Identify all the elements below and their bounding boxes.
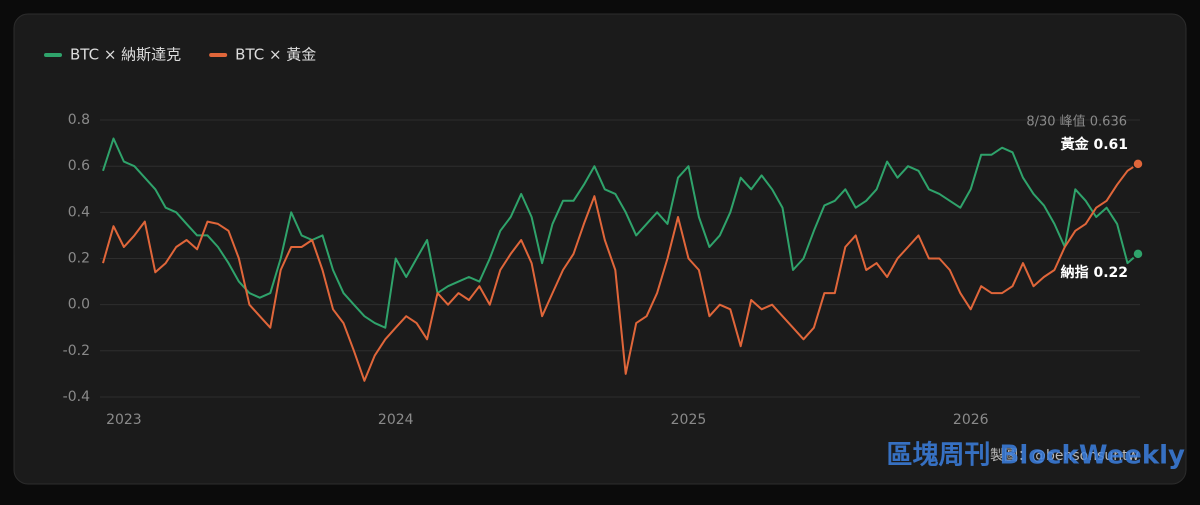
y-tick-label: -0.4: [63, 389, 90, 405]
y-tick-label: 0.2: [68, 251, 90, 267]
end-dot: [1132, 158, 1144, 170]
nasdaq-annotation: 納指 0.22: [1061, 264, 1128, 281]
end-dot: [1132, 248, 1144, 260]
x-tick-label: 2026: [953, 412, 989, 428]
y-tick-label: -0.2: [63, 343, 90, 359]
card: [13, 13, 1187, 485]
y-tick-label: 0.6: [68, 158, 90, 174]
series-line: [102, 163, 1139, 382]
x-tick-label: 2024: [378, 412, 414, 428]
y-tick-label: 0.0: [68, 297, 90, 313]
series-line: [102, 137, 1139, 329]
legend-label: BTC × 納斯達克: [70, 46, 181, 64]
gold-annotation: 黃金 0.61: [1060, 136, 1128, 153]
y-tick-label: 0.4: [68, 204, 90, 220]
credit: 製圖：@bensonsuntw: [990, 448, 1139, 464]
y-tick-label: 0.8: [68, 112, 90, 128]
peak-annotation: 8/30 峰值 0.636: [1026, 114, 1127, 130]
x-tick-label: 2023: [106, 412, 142, 428]
logo: 區塊周刊 BlockWeekly: [886, 441, 1185, 471]
x-tick-label: 2025: [671, 412, 707, 428]
legend-label: BTC × 黃金: [235, 46, 316, 64]
